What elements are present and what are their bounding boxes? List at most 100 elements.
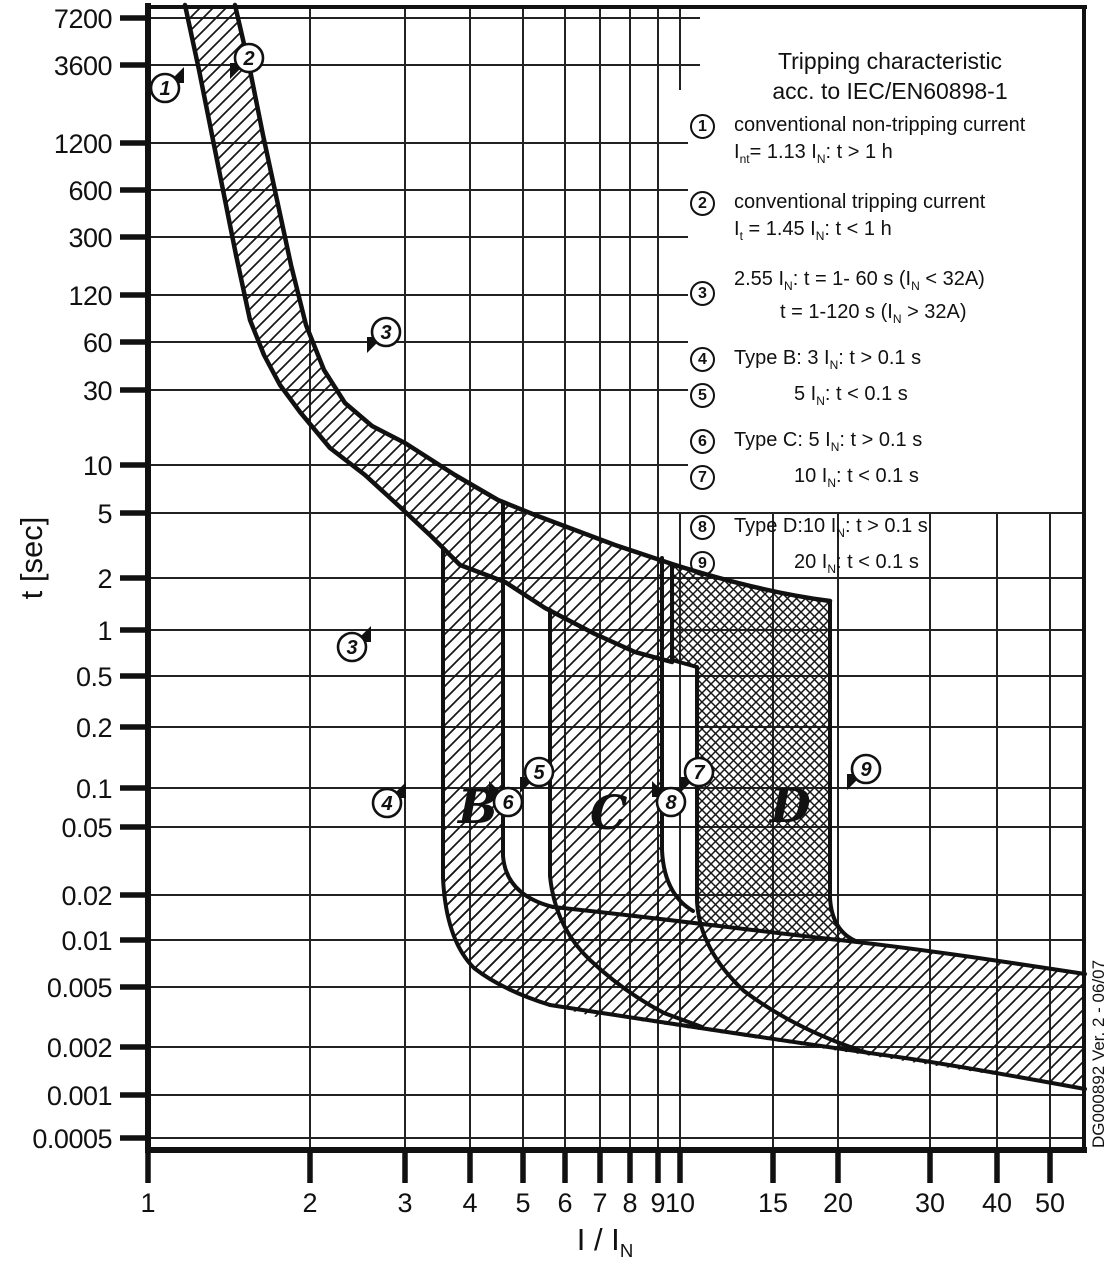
legend-row-4: 4 Type B: 3 IN: t > 0.1 s [690, 345, 1090, 378]
x-tick-7: 7 [592, 1188, 608, 1218]
marker-3-upper: 3 [367, 316, 402, 353]
svg-text:1: 1 [159, 78, 170, 100]
y-tick-0p02: 0.02 [61, 881, 112, 911]
boundary-curves [182, 2, 1087, 1091]
legend-row-2b: It = 1.45 IN: t < 1 h [734, 218, 892, 243]
marker-2: 2 [230, 42, 265, 79]
svg-text:4: 4 [380, 793, 392, 815]
x-tick-4: 4 [462, 1188, 478, 1218]
y-tick-0p05: 0.05 [61, 813, 112, 843]
y-tick-0p1: 0.1 [75, 774, 113, 804]
legend-number-3: 3 [690, 266, 734, 306]
marker-4: 4 [371, 782, 406, 819]
svg-text:6: 6 [502, 792, 514, 814]
legend-background [688, 8, 1083, 511]
y-tick-1200: 1200 [53, 129, 113, 159]
chart-markers: 1 2 3 3 4 [149, 42, 882, 819]
marker-5: 5 [520, 756, 555, 793]
tolerance-bands [185, 5, 1085, 1089]
legend-row-9: 9 20 IN: t < 0.1 s [690, 549, 1090, 582]
x-tick-2: 2 [302, 1188, 318, 1218]
x-tick-15: 15 [757, 1188, 789, 1218]
y-tick-2: 2 [97, 564, 112, 594]
legend-row-5: 5 5 IN: t < 0.1 s [690, 381, 1090, 414]
marker-6: 6 [489, 781, 524, 818]
bottom-band-region [443, 858, 1085, 1089]
y-tick-30: 30 [82, 376, 113, 406]
y-tick-600: 600 [68, 176, 112, 206]
y-tick-120: 120 [68, 281, 112, 311]
legend-number-9: 9 [690, 549, 734, 576]
x-tick-1: 1 [140, 1188, 156, 1218]
band-c-left-edge [548, 608, 704, 1029]
tick-marks [120, 15, 1053, 1183]
band-b-right-edge [501, 500, 555, 909]
y-tick-0p001: 0.001 [46, 1081, 113, 1111]
y-tick-3600: 3600 [53, 51, 113, 81]
svg-text:3: 3 [346, 637, 357, 659]
band-c-label: C [590, 786, 628, 841]
x-axis-title: I / IN [576, 1222, 634, 1262]
x-tick-6: 6 [557, 1188, 573, 1218]
y-tick-0p2: 0.2 [75, 713, 113, 743]
legend-row-1b: Int= 1.13 IN: t > 1 h [734, 141, 893, 166]
band-d-label: D [770, 779, 811, 834]
marker-7: 7 [680, 756, 715, 793]
y-tick-1: 1 [97, 616, 112, 646]
x-tick-20: 20 [822, 1188, 854, 1218]
marker-1: 1 [149, 67, 184, 104]
document-number: DG000892 Ver. 2 - 06/07 [1089, 959, 1108, 1148]
instantaneous-upper-boundary [551, 905, 1087, 976]
band-b-label: B [458, 780, 498, 835]
legend-number-5: 5 [690, 381, 734, 408]
legend-number-2: 2 [690, 189, 734, 216]
band-b-left-edge [441, 546, 552, 1007]
band-c-right-edge [660, 556, 695, 913]
y-axis-title: t [sec] [14, 516, 49, 600]
svg-text:7: 7 [693, 762, 705, 784]
legend-number-7: 7 [690, 463, 734, 490]
instantaneous-lower-boundary [548, 1003, 1087, 1091]
x-tick-40: 40 [981, 1188, 1013, 1218]
svg-text:3: 3 [380, 322, 391, 344]
legend-row-8: 8 Type D:10 IN: t > 0.1 s [690, 513, 1090, 546]
legend-row-1: 1 conventional non-tripping current [690, 112, 1090, 139]
band-d-region [672, 564, 858, 943]
y-tick-10: 10 [82, 451, 113, 481]
curve-tripping-limit [232, 2, 833, 604]
legend-number-1: 1 [690, 112, 734, 139]
legend-row-3: 3 2.55 IN: t = 1- 60 s (IN < 32A) [690, 266, 1090, 306]
y-tick-0p01: 0.01 [61, 926, 112, 956]
legend: 1 conventional non-tripping current Int=… [690, 112, 1090, 582]
svg-text:9: 9 [860, 759, 872, 781]
svg-text:5: 5 [533, 762, 545, 784]
legend-row-6: 6 Type C: 5 IN: t > 0.1 s [690, 427, 1090, 460]
x-tick-10: 10 [664, 1188, 696, 1218]
svg-text:2: 2 [242, 48, 254, 70]
legend-title-line1: Tripping characteristic [777, 48, 1003, 74]
legend-title-line2: acc. to IEC/EN60898-1 [772, 78, 1008, 104]
legend-row-3b: t = 1-120 s (IN > 32A) [780, 301, 967, 326]
legend-title: Tripping characteristic acc. to IEC/EN60… [700, 46, 1080, 106]
svg-text:8: 8 [665, 792, 677, 814]
x-tick-9: 9 [650, 1188, 666, 1218]
legend-row-7: 7 10 IN: t < 0.1 s [690, 463, 1090, 496]
legend-number-4: 4 [690, 345, 734, 372]
band-d-left-edge [670, 562, 870, 1055]
marker-9: 9 [847, 753, 882, 790]
x-tick-30: 30 [914, 1188, 946, 1218]
y-tick-5: 5 [97, 499, 112, 529]
y-tick-60: 60 [82, 328, 113, 358]
x-tick-8: 8 [622, 1188, 638, 1218]
marker-3-lower: 3 [336, 626, 371, 663]
x-tick-50: 50 [1034, 1188, 1066, 1218]
x-tick-5: 5 [515, 1188, 531, 1218]
legend-number-8: 8 [690, 513, 734, 540]
legend-number-6: 6 [690, 427, 734, 454]
x-tick-3: 3 [397, 1188, 413, 1218]
y-tick-0p005: 0.005 [46, 973, 113, 1003]
marker-8: 8 [652, 781, 687, 818]
legend-row-2: 2 conventional tripping current [690, 189, 1090, 216]
